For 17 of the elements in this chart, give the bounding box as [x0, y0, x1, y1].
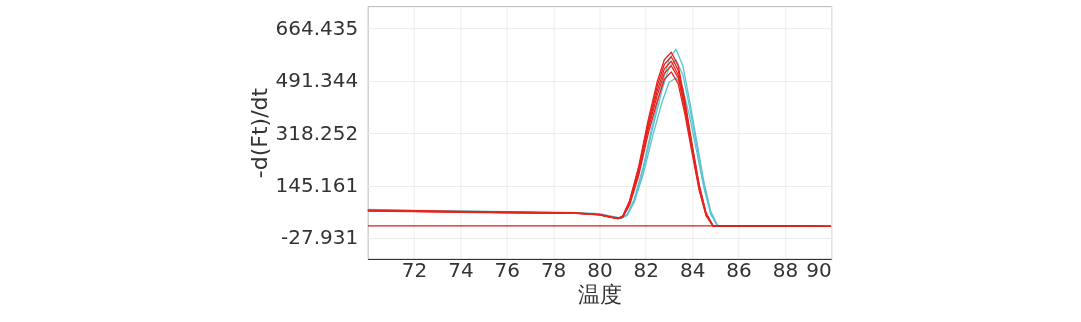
x-tick-label: 82	[633, 258, 660, 283]
x-tick-label: 84	[679, 258, 706, 283]
x-tick-label: 76	[494, 258, 520, 283]
x-tick-label: 78	[540, 258, 567, 283]
x-tick-label: 90	[806, 258, 832, 283]
y-tick-label: 145.161	[275, 173, 359, 197]
y-tick-label: 664.435	[275, 15, 359, 40]
x-tick-label: 74	[448, 258, 474, 283]
y-tick-label: -27.931	[281, 225, 359, 250]
x-tick-label: 72	[401, 258, 428, 283]
x-tick-label: 80	[587, 258, 613, 283]
y-axis-title: -d(Ft)/dt	[246, 87, 272, 179]
x-tick-label: 88	[772, 258, 799, 283]
x-tick-label: 86	[726, 258, 752, 283]
y-tick-label: 491.344	[275, 68, 359, 93]
y-tick-label: 318.252	[275, 120, 359, 145]
x-axis-title: 温度	[577, 282, 622, 308]
